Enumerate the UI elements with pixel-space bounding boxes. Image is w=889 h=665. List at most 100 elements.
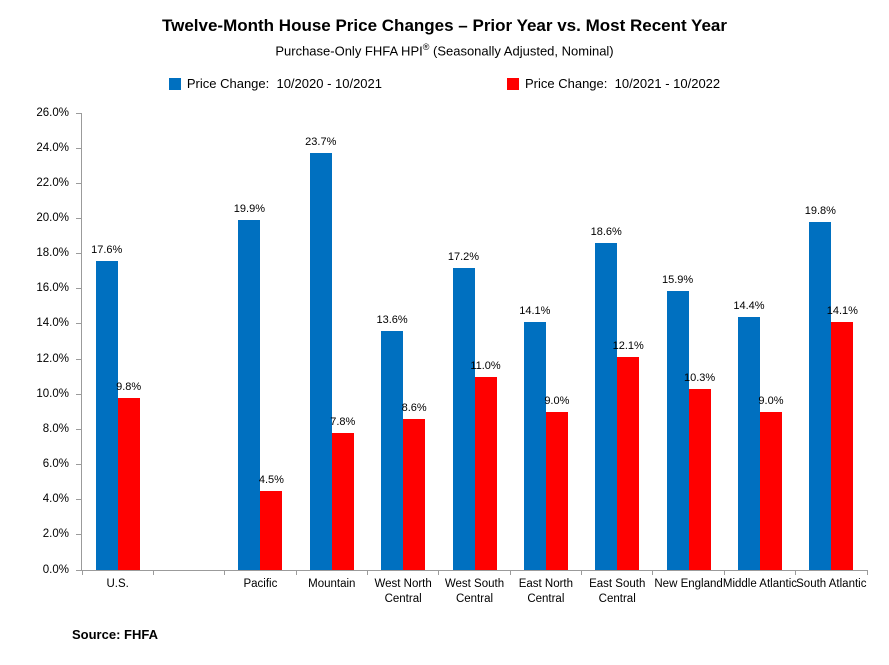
bar-recent bbox=[331, 432, 354, 570]
y-tick-label: 4.0% bbox=[42, 493, 69, 506]
bar-prior bbox=[666, 290, 689, 570]
x-axis-tick bbox=[366, 570, 368, 575]
x-category-label: West North Central bbox=[374, 578, 432, 605]
legend-item-recent-year: Price Change: 10/2021 - 10/2022 bbox=[507, 76, 720, 91]
y-tick-label: 14.0% bbox=[36, 317, 69, 330]
y-axis-tick bbox=[76, 499, 81, 501]
x-axis-tick bbox=[81, 570, 83, 575]
y-axis-tick bbox=[76, 358, 81, 360]
bar-prior bbox=[809, 221, 832, 570]
x-category-label: Pacific bbox=[243, 578, 278, 590]
x-category-label: West South Central bbox=[444, 578, 505, 605]
bar-prior bbox=[523, 322, 546, 570]
bar-value-label: 15.9% bbox=[661, 273, 694, 286]
y-tick-label: 12.0% bbox=[36, 352, 69, 365]
bar-value-label: 4.5% bbox=[258, 473, 284, 486]
bar-value-label: 19.9% bbox=[233, 203, 265, 216]
y-tick-label: 8.0% bbox=[42, 422, 69, 435]
x-axis-tick bbox=[795, 570, 797, 575]
legend-item-prior-year: Price Change: 10/2020 - 10/2021 bbox=[168, 76, 382, 91]
chart-subtitle: Purchase-Only FHFA HPI® (Seasonally Adju… bbox=[0, 42, 889, 58]
legend-swatch-red bbox=[507, 77, 519, 90]
y-tick-label: 6.0% bbox=[42, 458, 69, 471]
registered-mark: ® bbox=[422, 42, 430, 52]
y-axis-tick bbox=[76, 288, 81, 290]
bar-value-label: 17.2% bbox=[447, 250, 480, 263]
y-axis-labels: 0.0% 2.0% 4.0% 6.0% 8.0% 10.0% 12.0% 14.0% 16.0%… bbox=[0, 107, 73, 576]
bar-value-label: 19.8% bbox=[804, 204, 836, 217]
x-axis-tick bbox=[295, 570, 297, 575]
bar-value-label: 12.1% bbox=[612, 340, 644, 353]
bar-recent bbox=[831, 322, 854, 570]
bar-value-label: 14.1% bbox=[826, 305, 858, 318]
bar-value-label: 14.1% bbox=[519, 305, 551, 318]
plot-area: 17.6% 9.8% U.S. 19.9% 4.5% Pacific 23.7% 7.8% Mo… bbox=[76, 112, 868, 605]
x-category-label: South Atlantic bbox=[796, 578, 867, 590]
y-axis-tick bbox=[76, 217, 81, 219]
chart-subtitle-text: Purchase-Only FHFA HPI bbox=[275, 43, 423, 59]
x-axis-tick bbox=[581, 570, 583, 575]
y-tick-label: 2.0% bbox=[42, 528, 69, 541]
bar-prior bbox=[737, 316, 760, 570]
y-axis-tick bbox=[76, 393, 81, 395]
bar-recent bbox=[688, 388, 711, 570]
bar-value-label: 14.4% bbox=[733, 299, 765, 312]
bar-recent bbox=[617, 357, 640, 570]
x-category-label: New England bbox=[654, 578, 723, 590]
x-category-label: Middle Atlantic bbox=[722, 578, 798, 590]
bar-recent bbox=[117, 397, 140, 570]
y-tick-label: 22.0% bbox=[36, 176, 69, 189]
x-axis-tick bbox=[866, 570, 868, 575]
y-tick-label: 24.0% bbox=[36, 141, 69, 154]
y-axis-tick bbox=[76, 182, 81, 184]
bar-value-label: 23.7% bbox=[305, 136, 337, 149]
bar-value-label: 9.0% bbox=[544, 394, 570, 407]
bar-value-label: 11.0% bbox=[470, 359, 501, 372]
y-axis-tick bbox=[76, 323, 81, 325]
bar-value-label: 17.6% bbox=[91, 243, 123, 256]
bar-prior bbox=[95, 260, 118, 570]
source-note: Source: FHFA bbox=[72, 627, 158, 642]
bar-recent bbox=[474, 376, 497, 570]
x-axis-tick bbox=[652, 570, 654, 575]
bar-prior bbox=[381, 330, 404, 570]
legend-label-recent-year: Price Change: 10/2021 - 10/2022 bbox=[525, 76, 721, 91]
y-tick-label: 18.0% bbox=[36, 247, 69, 260]
y-tick-label: 20.0% bbox=[36, 211, 69, 224]
bar-recent bbox=[759, 411, 782, 570]
y-axis-tick bbox=[76, 464, 81, 466]
bar-value-label: 7.8% bbox=[330, 415, 356, 428]
chart-subtitle-rest: (Seasonally Adjusted, Nominal) bbox=[429, 43, 614, 59]
bar-value-label: 9.0% bbox=[758, 394, 784, 407]
bar-prior bbox=[452, 267, 475, 570]
bar-value-label: 10.3% bbox=[683, 371, 716, 384]
bar-value-label: 13.6% bbox=[376, 313, 408, 326]
bar-recent bbox=[403, 418, 426, 570]
bar-prior bbox=[238, 220, 261, 570]
y-axis-tick bbox=[76, 569, 81, 571]
y-axis-tick bbox=[76, 253, 81, 255]
bar-prior bbox=[595, 243, 618, 570]
bar-recent bbox=[260, 490, 283, 570]
y-tick-label: 10.0% bbox=[36, 387, 69, 400]
x-axis-tick bbox=[438, 570, 440, 575]
bar-value-label: 8.6% bbox=[401, 401, 427, 414]
legend-swatch-blue bbox=[168, 77, 181, 90]
bar-prior bbox=[309, 153, 332, 570]
y-axis-tick bbox=[76, 534, 81, 536]
legend-label-prior-year: Price Change: 10/2020 - 10/2021 bbox=[186, 76, 382, 91]
y-axis-tick bbox=[76, 147, 81, 149]
y-tick-label: 26.0% bbox=[36, 106, 69, 119]
x-category-label: East South Central bbox=[589, 578, 646, 605]
x-axis-tick bbox=[723, 570, 725, 575]
y-axis-tick bbox=[76, 428, 81, 430]
x-category-label: U.S. bbox=[106, 578, 129, 590]
bar-recent bbox=[545, 411, 568, 570]
bar-value-label: 18.6% bbox=[590, 226, 622, 239]
y-tick-label: 16.0% bbox=[36, 282, 69, 295]
x-category-label: Mountain bbox=[308, 578, 356, 590]
x-axis-tick bbox=[224, 570, 226, 575]
x-category-label: East North Central bbox=[518, 578, 574, 605]
x-axis-tick bbox=[509, 570, 511, 575]
